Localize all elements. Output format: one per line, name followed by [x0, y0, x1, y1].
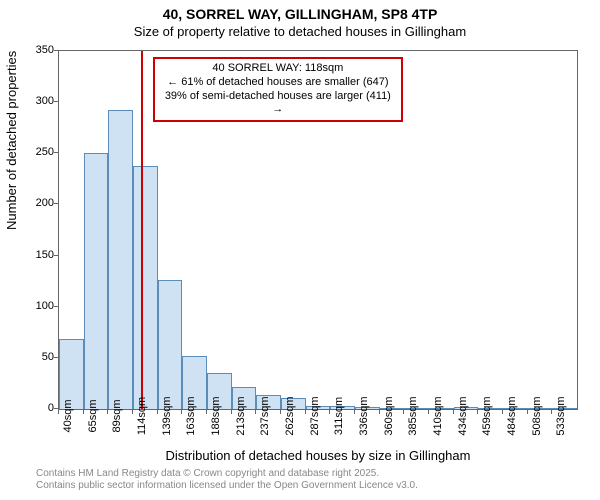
x-tick-mark	[255, 410, 256, 414]
x-tick-mark	[157, 410, 158, 414]
x-tick-mark	[527, 410, 528, 414]
x-tick-label: 311sqm	[333, 397, 345, 435]
annotation-line-2: ← 61% of detached houses are smaller (64…	[161, 76, 395, 90]
y-tick-mark	[54, 306, 58, 307]
y-tick-mark	[54, 152, 58, 153]
footer-attribution: Contains HM Land Registry data © Crown c…	[36, 468, 418, 492]
x-tick-label: 336sqm	[358, 396, 370, 435]
y-tick-mark	[54, 50, 58, 51]
y-tick-mark	[54, 357, 58, 358]
x-tick-label: 287sqm	[309, 396, 321, 435]
x-tick-label: 385sqm	[407, 396, 419, 435]
x-tick-label: 139sqm	[161, 396, 173, 435]
x-tick-label: 65sqm	[87, 399, 99, 432]
x-tick-mark	[206, 410, 207, 414]
histogram-bar	[84, 153, 109, 409]
x-tick-label: 213sqm	[235, 396, 247, 435]
y-tick-label: 150	[14, 249, 54, 261]
x-tick-label: 459sqm	[481, 396, 493, 435]
x-tick-mark	[107, 410, 108, 414]
y-tick-label: 100	[14, 300, 54, 312]
y-tick-label: 350	[14, 44, 54, 56]
x-tick-label: 40sqm	[62, 399, 74, 432]
y-tick-label: 200	[14, 197, 54, 209]
histogram-bar	[108, 110, 133, 409]
x-tick-mark	[305, 410, 306, 414]
x-tick-mark	[453, 410, 454, 414]
title-line-1: 40, SORREL WAY, GILLINGHAM, SP8 4TP	[0, 6, 600, 24]
x-tick-label: 410sqm	[432, 396, 444, 435]
x-tick-mark	[132, 410, 133, 414]
y-tick-label: 50	[14, 351, 54, 363]
x-tick-mark	[551, 410, 552, 414]
x-tick-label: 114sqm	[136, 397, 148, 435]
x-tick-mark	[58, 410, 59, 414]
marker-line	[141, 51, 143, 409]
x-tick-label: 262sqm	[284, 396, 296, 435]
histogram-bar	[133, 166, 158, 409]
x-tick-mark	[231, 410, 232, 414]
title-block: 40, SORREL WAY, GILLINGHAM, SP8 4TP Size…	[0, 6, 600, 40]
y-tick-mark	[54, 255, 58, 256]
x-tick-mark	[403, 410, 404, 414]
annotation-box: 40 SORREL WAY: 118sqm← 61% of detached h…	[153, 57, 403, 122]
x-tick-mark	[83, 410, 84, 414]
x-tick-mark	[354, 410, 355, 414]
x-tick-label: 89sqm	[111, 399, 123, 432]
x-tick-label: 188sqm	[210, 396, 222, 435]
y-tick-mark	[54, 203, 58, 204]
x-tick-label: 163sqm	[185, 396, 197, 435]
y-tick-label: 300	[14, 95, 54, 107]
x-tick-label: 434sqm	[457, 396, 469, 435]
x-tick-label: 508sqm	[531, 396, 543, 435]
y-tick-label: 250	[14, 146, 54, 158]
x-tick-label: 484sqm	[506, 396, 518, 435]
title-line-2: Size of property relative to detached ho…	[0, 24, 600, 40]
x-tick-mark	[379, 410, 380, 414]
x-tick-label: 237sqm	[259, 396, 271, 435]
annotation-line-3: 39% of semi-detached houses are larger (…	[161, 90, 395, 118]
x-tick-mark	[477, 410, 478, 414]
histogram-bar	[158, 280, 183, 409]
x-axis-label: Distribution of detached houses by size …	[58, 448, 578, 463]
footer-line-1: Contains HM Land Registry data © Crown c…	[36, 468, 418, 480]
annotation-line-1: 40 SORREL WAY: 118sqm	[161, 62, 395, 76]
x-tick-mark	[181, 410, 182, 414]
y-tick-mark	[54, 101, 58, 102]
x-tick-mark	[502, 410, 503, 414]
x-tick-label: 360sqm	[383, 396, 395, 435]
y-tick-label: 0	[14, 402, 54, 414]
x-tick-label: 533sqm	[555, 396, 567, 435]
plot-area: 40 SORREL WAY: 118sqm← 61% of detached h…	[58, 50, 578, 410]
x-tick-mark	[329, 410, 330, 414]
x-tick-mark	[428, 410, 429, 414]
x-tick-mark	[280, 410, 281, 414]
y-tick-mark	[54, 408, 58, 409]
footer-line-2: Contains public sector information licen…	[36, 480, 418, 492]
